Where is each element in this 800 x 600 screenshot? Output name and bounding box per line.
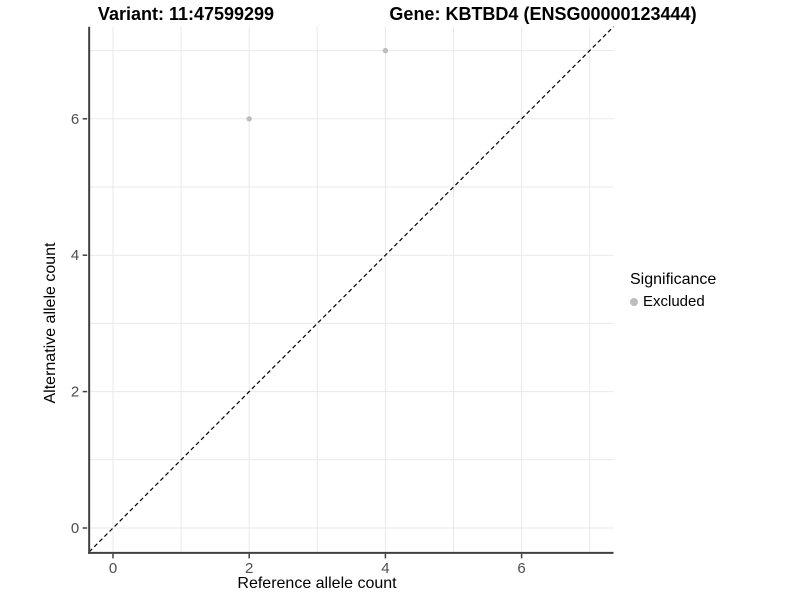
legend-item-excluded: Excluded [630,293,716,310]
x-tick-label: 4 [381,560,389,577]
variant-title: Variant: 11:47599299 [97,4,275,24]
legend-point-icon [630,297,638,306]
data-point [246,116,252,122]
y-tick-label: 0 [71,520,79,537]
legend-title: Significance [630,271,717,288]
y-tick-label: 2 [71,384,79,401]
legend-item-label: Excluded [643,293,705,310]
legend: Significance Excluded [630,271,716,310]
x-tick-label: 0 [109,560,117,577]
data-point [382,47,389,54]
x-tick-label: 6 [517,560,525,577]
y-axis-title: Alternative allele count [42,242,59,404]
identity-reference-line [88,26,614,553]
x-axis-title: Reference allele count [237,575,397,592]
x-tick-label: 2 [245,560,253,577]
y-tick-label: 6 [71,111,79,128]
gene-title: Gene: KBTBD4 (ENSG00000123444) [389,4,697,24]
y-tick-label: 4 [71,247,79,264]
